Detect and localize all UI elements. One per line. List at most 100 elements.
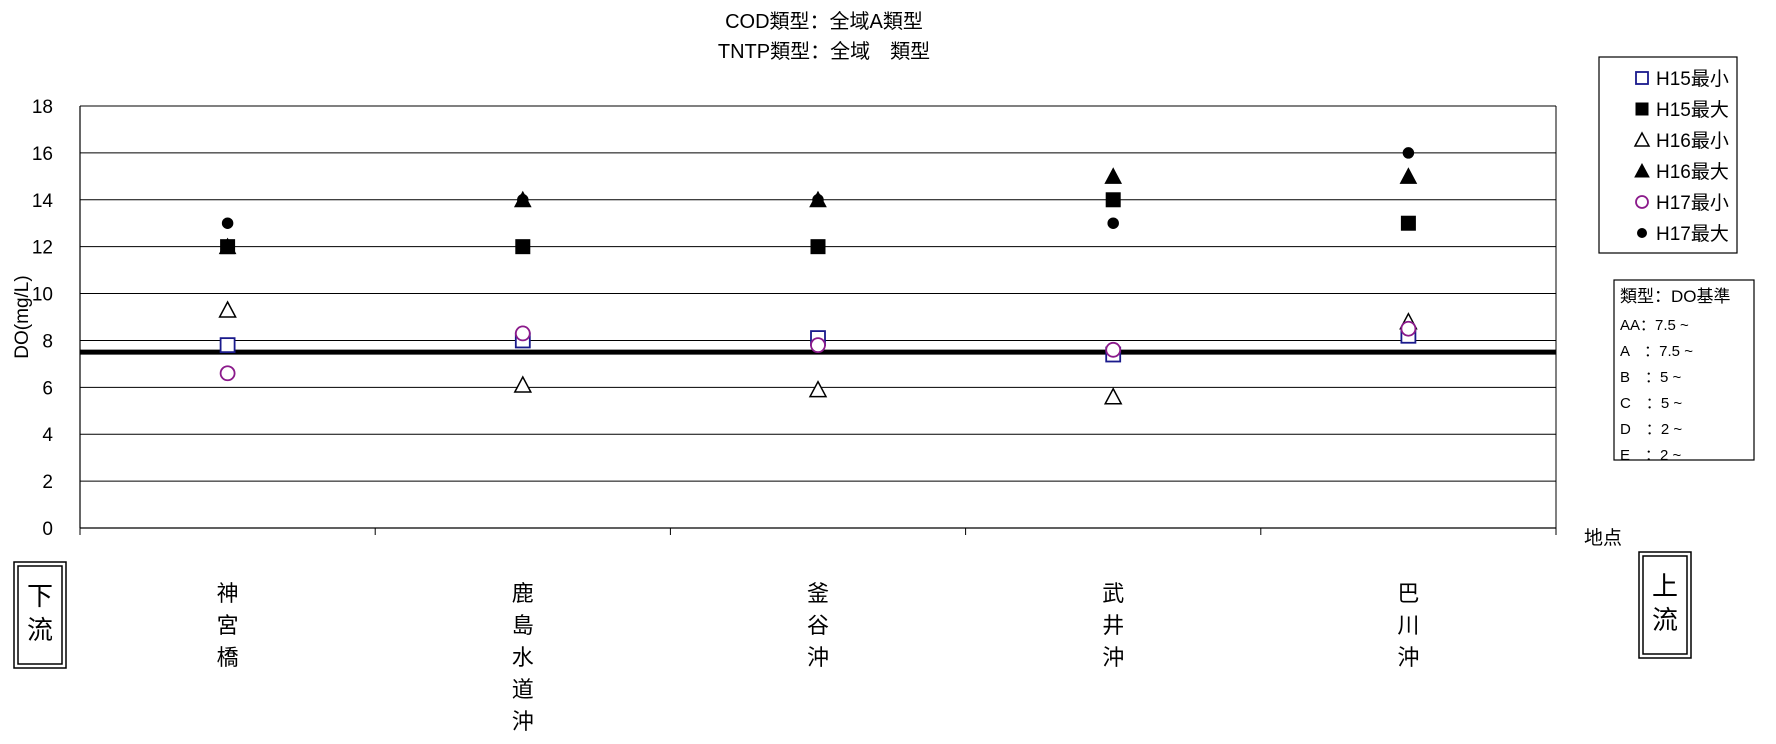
legend-marker bbox=[1635, 71, 1649, 85]
x-category-char: 井 bbox=[1102, 613, 1124, 638]
y-tick-label: 12 bbox=[32, 238, 53, 259]
legend-label: H17最大 bbox=[1656, 223, 1729, 245]
standards-box-row: A ：7.5 ~ bbox=[1620, 343, 1693, 360]
x-category-char: 鹿 bbox=[512, 581, 534, 606]
y-tick-label: 18 bbox=[32, 97, 53, 118]
legend-marker bbox=[1635, 195, 1649, 209]
axes: 0 2 4 6 8 10 12 14 16 18 DO(mg/L) 地点 bbox=[12, 97, 1622, 549]
legend-label: H15最小 bbox=[1656, 68, 1729, 90]
y-tick-label: 16 bbox=[32, 144, 53, 165]
y-tick-label: 8 bbox=[42, 331, 53, 352]
downstream-label: 下流 bbox=[13, 561, 67, 669]
downstream-label-char: 流 bbox=[27, 615, 53, 645]
y-axis-label: DO(mg/L) bbox=[12, 275, 33, 358]
x-category-char: 巴 bbox=[1397, 581, 1419, 606]
data-point bbox=[1105, 341, 1122, 358]
standards-box-row: D ：2 ~ bbox=[1620, 421, 1682, 438]
x-category-char: 沖 bbox=[1102, 645, 1124, 670]
chart-title-line: COD類型：全域A類型 bbox=[725, 10, 923, 33]
series-H17最大 bbox=[221, 147, 1415, 229]
data-points bbox=[218, 147, 1418, 405]
data-point bbox=[515, 239, 531, 255]
data-point bbox=[1107, 217, 1119, 229]
x-category-char: 島 bbox=[512, 613, 534, 638]
downstream-label-inner bbox=[17, 565, 63, 665]
legend-label: H17最小 bbox=[1656, 192, 1729, 214]
series-H17最小 bbox=[219, 320, 1417, 382]
x-category-char: 沖 bbox=[807, 645, 829, 670]
data-point bbox=[1399, 167, 1418, 184]
data-point bbox=[219, 365, 236, 382]
x-category-char: 橋 bbox=[217, 645, 239, 670]
upstream-label-inner bbox=[1642, 555, 1688, 655]
data-point bbox=[1402, 147, 1415, 159]
y-tick-label: 4 bbox=[42, 425, 53, 446]
data-point bbox=[513, 375, 533, 393]
chart-title-line: TNTP類型：全域 類型 bbox=[718, 40, 930, 63]
standards-box-row: B ：5 ~ bbox=[1620, 369, 1682, 386]
data-point bbox=[219, 337, 236, 354]
legend-label: H16最小 bbox=[1656, 130, 1729, 152]
data-point bbox=[514, 325, 531, 342]
upstream-label: 上流 bbox=[1638, 551, 1692, 659]
downstream-label-outer bbox=[13, 561, 67, 669]
standards-box-row: AA：7.5 ~ bbox=[1620, 317, 1689, 334]
standards-box-row: E ：2 ~ bbox=[1620, 447, 1682, 464]
legend-label: H16最大 bbox=[1656, 161, 1729, 183]
y-tick-label: 14 bbox=[32, 191, 54, 212]
y-tick-label: 0 bbox=[42, 519, 53, 540]
y-tick-label: 2 bbox=[42, 472, 53, 493]
legend-marker bbox=[1634, 162, 1650, 178]
data-point bbox=[1400, 215, 1416, 231]
standards-box-title: 類型：DO基準 bbox=[1620, 287, 1731, 306]
x-category-label: 巴川沖 bbox=[1397, 581, 1419, 670]
legend-marker bbox=[1635, 102, 1649, 116]
data-point bbox=[517, 194, 529, 206]
upstream-label-char: 流 bbox=[1652, 605, 1678, 635]
upstream-label-char: 上 bbox=[1652, 571, 1678, 601]
y-tick-label: 6 bbox=[42, 378, 53, 399]
x-category-char: 武 bbox=[1102, 581, 1124, 606]
x-category-char: 沖 bbox=[1397, 645, 1419, 670]
data-point bbox=[218, 237, 237, 255]
data-point bbox=[808, 380, 828, 398]
legend-marker bbox=[1637, 228, 1647, 238]
x-category-char: 谷 bbox=[807, 613, 829, 638]
legend: H15最小 H15最大 H16最小 H16最大 H17最小 H17最大 bbox=[1598, 56, 1738, 254]
downstream-label-char: 下 bbox=[27, 581, 53, 611]
data-point bbox=[221, 217, 234, 229]
standards-box: 類型：DO基準 AA：7.5 ~ A ：7.5 ~ B ：5 ~ C ：5 ~ D ：2 … bbox=[1613, 279, 1755, 464]
x-category-char: 神 bbox=[217, 581, 239, 606]
legend-label: H15最大 bbox=[1656, 99, 1729, 121]
x-category-char: 水 bbox=[512, 645, 534, 670]
standards-box-row: C ：5 ~ bbox=[1620, 395, 1682, 412]
data-point bbox=[1104, 167, 1123, 184]
x-category-char: 沖 bbox=[512, 709, 534, 734]
upstream-label-outer bbox=[1638, 551, 1692, 659]
data-point bbox=[810, 239, 826, 255]
x-axis-label: 地点 bbox=[1584, 527, 1622, 549]
x-category-char: 釜 bbox=[807, 581, 829, 606]
x-category-label: 武井沖 bbox=[1102, 581, 1124, 670]
x-category-label: 釜谷沖 bbox=[807, 581, 829, 670]
legend-box bbox=[1598, 56, 1738, 254]
data-point bbox=[812, 194, 824, 206]
data-point bbox=[1105, 192, 1121, 208]
legend-marker bbox=[1633, 131, 1651, 147]
data-point bbox=[1103, 387, 1123, 405]
data-point bbox=[810, 337, 826, 354]
data-point bbox=[218, 300, 237, 318]
x-category-label: 神宮橋 bbox=[217, 581, 239, 670]
standards-box-frame bbox=[1613, 279, 1755, 461]
chart-title-group: COD類型：全域A類型 TNTP類型：全域 類型 bbox=[718, 10, 930, 63]
y-tick-label: 10 bbox=[32, 285, 53, 306]
data-point bbox=[1400, 320, 1417, 337]
x-category-char: 道 bbox=[512, 677, 534, 702]
x-category-char: 川 bbox=[1397, 613, 1419, 638]
x-category-char: 宮 bbox=[217, 613, 239, 638]
